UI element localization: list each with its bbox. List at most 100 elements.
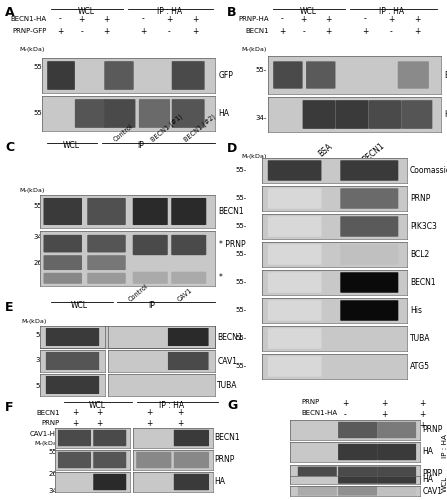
Text: -: - xyxy=(344,421,347,430)
FancyBboxPatch shape xyxy=(136,452,171,468)
FancyBboxPatch shape xyxy=(47,61,75,90)
FancyBboxPatch shape xyxy=(75,99,106,128)
Text: 55-: 55- xyxy=(34,110,45,116)
FancyBboxPatch shape xyxy=(172,61,205,90)
Text: +: + xyxy=(193,26,199,36)
Text: +: + xyxy=(72,408,79,417)
Text: 55-: 55- xyxy=(49,450,60,456)
Text: C: C xyxy=(5,140,14,153)
Text: 34-: 34- xyxy=(35,356,47,362)
Text: +: + xyxy=(140,26,146,36)
Text: HA: HA xyxy=(422,476,434,484)
FancyBboxPatch shape xyxy=(340,244,398,265)
FancyBboxPatch shape xyxy=(268,272,321,292)
FancyBboxPatch shape xyxy=(338,486,377,496)
Text: -: - xyxy=(142,14,144,24)
Text: IP: IP xyxy=(138,140,144,149)
FancyBboxPatch shape xyxy=(377,444,416,460)
Text: -: - xyxy=(168,26,171,36)
Text: 55-: 55- xyxy=(236,224,247,230)
FancyBboxPatch shape xyxy=(133,235,168,255)
Text: BECN1: BECN1 xyxy=(444,70,447,80)
FancyBboxPatch shape xyxy=(43,273,82,284)
FancyBboxPatch shape xyxy=(340,216,398,237)
Text: IP : HA: IP : HA xyxy=(159,401,184,410)
Text: A: A xyxy=(5,6,15,18)
Text: WCL: WCL xyxy=(63,140,80,149)
Text: +: + xyxy=(419,399,425,408)
FancyBboxPatch shape xyxy=(268,300,321,321)
Text: BECN1: BECN1 xyxy=(215,434,240,442)
Text: +: + xyxy=(177,408,184,417)
FancyBboxPatch shape xyxy=(87,235,126,252)
Text: * PRNP: * PRNP xyxy=(219,240,245,249)
FancyBboxPatch shape xyxy=(268,356,321,377)
Text: -: - xyxy=(281,14,283,24)
Text: 55-: 55- xyxy=(236,280,247,285)
Text: HA: HA xyxy=(444,110,447,119)
FancyBboxPatch shape xyxy=(104,61,134,90)
Text: +: + xyxy=(362,26,368,36)
Text: M$_r$(kDa): M$_r$(kDa) xyxy=(34,439,60,448)
Text: BECN1 (#1): BECN1 (#1) xyxy=(150,113,184,143)
FancyBboxPatch shape xyxy=(273,62,303,88)
Text: CAV1: CAV1 xyxy=(422,486,443,496)
Text: 34-: 34- xyxy=(255,115,266,121)
Text: +: + xyxy=(103,26,109,36)
FancyBboxPatch shape xyxy=(58,452,91,468)
FancyBboxPatch shape xyxy=(340,160,398,180)
Text: -: - xyxy=(344,410,347,419)
Text: 55-: 55- xyxy=(236,308,247,314)
FancyBboxPatch shape xyxy=(93,430,126,446)
FancyBboxPatch shape xyxy=(46,352,99,370)
FancyBboxPatch shape xyxy=(174,430,209,446)
Text: WCL: WCL xyxy=(89,401,105,410)
Text: WCL: WCL xyxy=(442,476,447,492)
Text: M$_r$(kDa): M$_r$(kDa) xyxy=(240,46,266,54)
Text: +: + xyxy=(388,14,395,24)
Text: IP : HA: IP : HA xyxy=(157,7,182,16)
Text: +: + xyxy=(72,419,79,428)
Text: -: - xyxy=(74,430,76,438)
Text: +: + xyxy=(79,14,85,24)
FancyBboxPatch shape xyxy=(133,272,168,284)
Text: PRNP: PRNP xyxy=(42,420,60,426)
FancyBboxPatch shape xyxy=(368,100,401,129)
Text: F: F xyxy=(5,401,14,414)
Text: Coomassie: Coomassie xyxy=(410,166,447,175)
Text: +: + xyxy=(177,430,184,438)
Text: IP: IP xyxy=(148,301,156,310)
Text: WCL: WCL xyxy=(300,7,317,16)
Text: BECN1: BECN1 xyxy=(410,278,435,287)
Text: -: - xyxy=(59,14,61,24)
FancyBboxPatch shape xyxy=(268,188,321,208)
Text: GFP: GFP xyxy=(219,71,233,80)
FancyBboxPatch shape xyxy=(340,272,398,292)
Text: 55-: 55- xyxy=(34,64,45,70)
FancyBboxPatch shape xyxy=(398,62,429,88)
Text: +: + xyxy=(382,399,388,408)
FancyBboxPatch shape xyxy=(139,99,170,128)
Text: BECN1 (#2): BECN1 (#2) xyxy=(182,113,216,143)
Text: HA: HA xyxy=(422,448,434,456)
Text: 34-: 34- xyxy=(49,488,60,494)
Text: +: + xyxy=(96,408,102,417)
FancyBboxPatch shape xyxy=(171,235,206,255)
Text: -: - xyxy=(390,26,393,36)
FancyBboxPatch shape xyxy=(87,255,126,270)
Text: BCL2: BCL2 xyxy=(410,250,429,259)
Text: -: - xyxy=(303,26,305,36)
Text: +: + xyxy=(96,430,102,438)
Text: -: - xyxy=(364,14,367,24)
Text: BECN1-HA: BECN1-HA xyxy=(302,410,338,416)
Text: -: - xyxy=(384,421,386,430)
FancyBboxPatch shape xyxy=(335,100,368,129)
Text: CAV1-HA: CAV1-HA xyxy=(29,431,60,437)
FancyBboxPatch shape xyxy=(338,476,377,484)
Text: IP : HA: IP : HA xyxy=(379,7,404,16)
FancyBboxPatch shape xyxy=(174,452,209,468)
Text: BECN1: BECN1 xyxy=(219,207,244,216)
Text: PRNP-HA: PRNP-HA xyxy=(238,16,269,22)
Text: M$_r$(kDa): M$_r$(kDa) xyxy=(21,316,47,326)
FancyBboxPatch shape xyxy=(268,328,321,349)
